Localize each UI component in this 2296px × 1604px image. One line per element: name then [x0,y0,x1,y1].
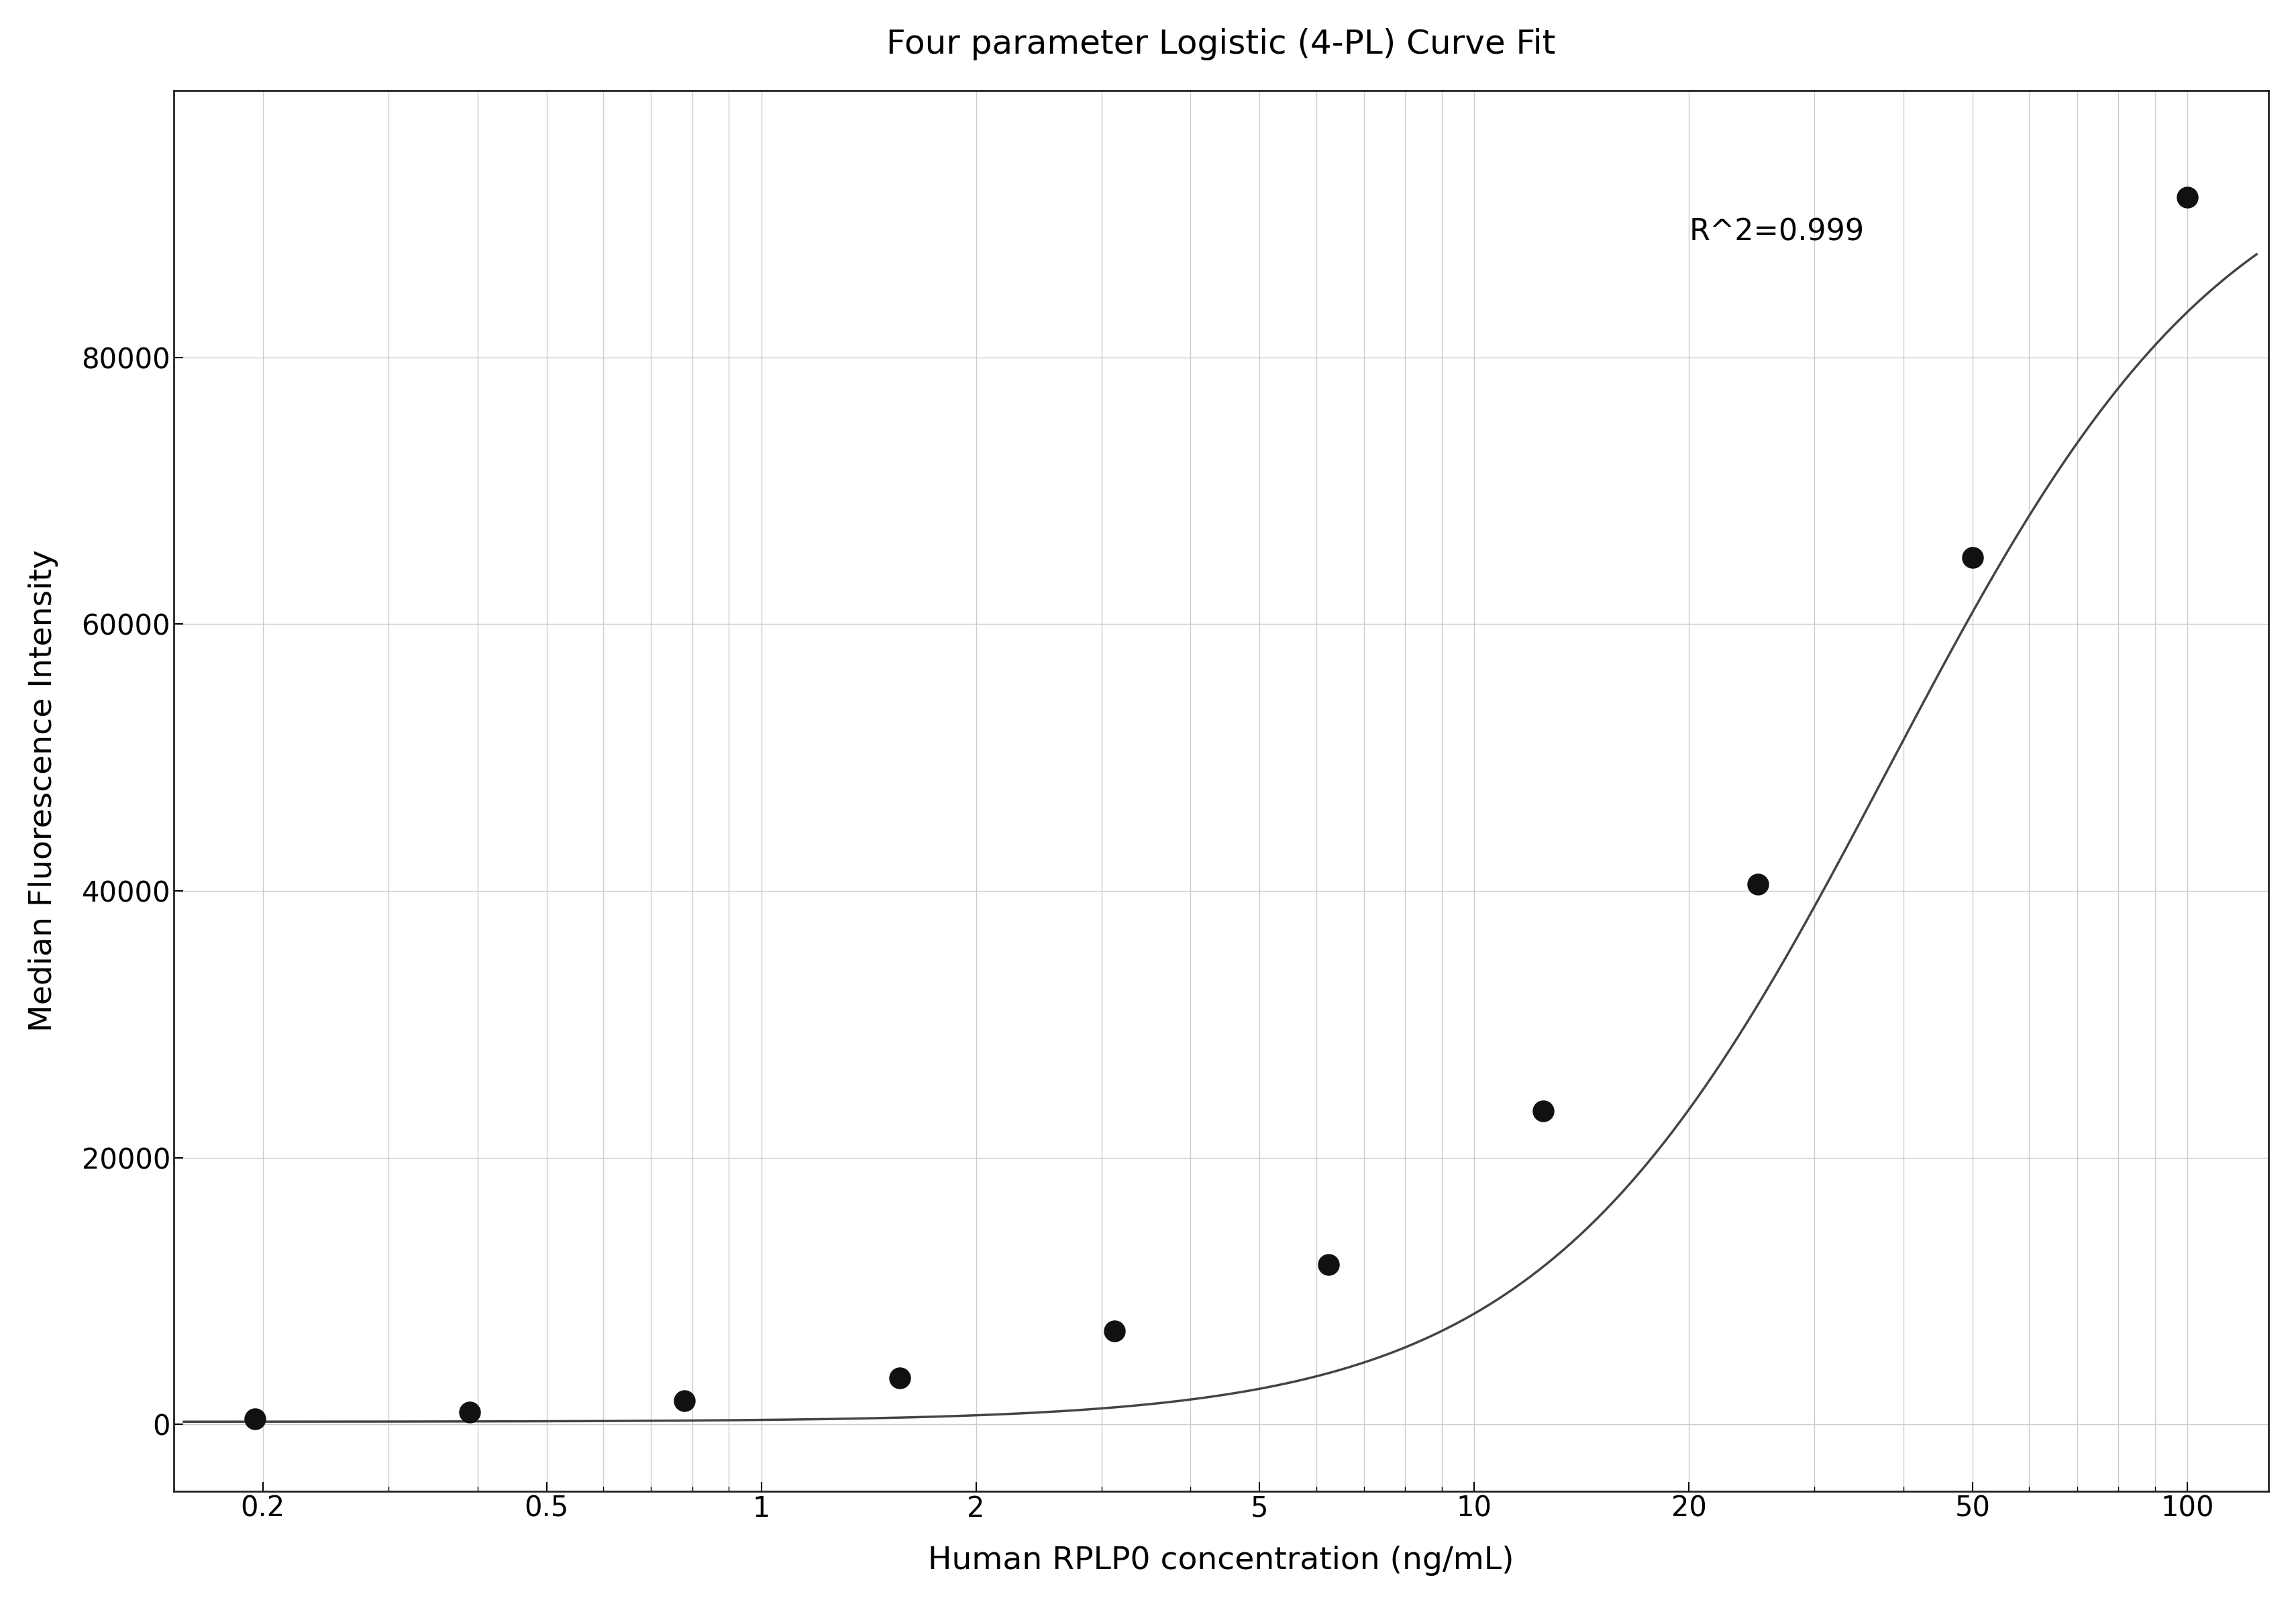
Point [1095,1318,1132,1344]
Point [1525,1099,1561,1124]
Text: R^2=0.999: R^2=0.999 [1688,218,1864,247]
Point [450,1400,487,1426]
Point [236,1407,273,1432]
Point [1740,871,1777,897]
Title: Four parameter Logistic (4-PL) Curve Fit: Four parameter Logistic (4-PL) Curve Fit [886,27,1554,61]
Point [882,1365,918,1391]
X-axis label: Human RPLP0 concentration (ng/mL): Human RPLP0 concentration (ng/mL) [928,1546,1513,1577]
Point [1954,545,1991,571]
Point [1311,1251,1348,1277]
Y-axis label: Median Fluorescence Intensity: Median Fluorescence Intensity [28,550,57,1031]
Point [666,1387,703,1413]
Point [2167,184,2204,210]
